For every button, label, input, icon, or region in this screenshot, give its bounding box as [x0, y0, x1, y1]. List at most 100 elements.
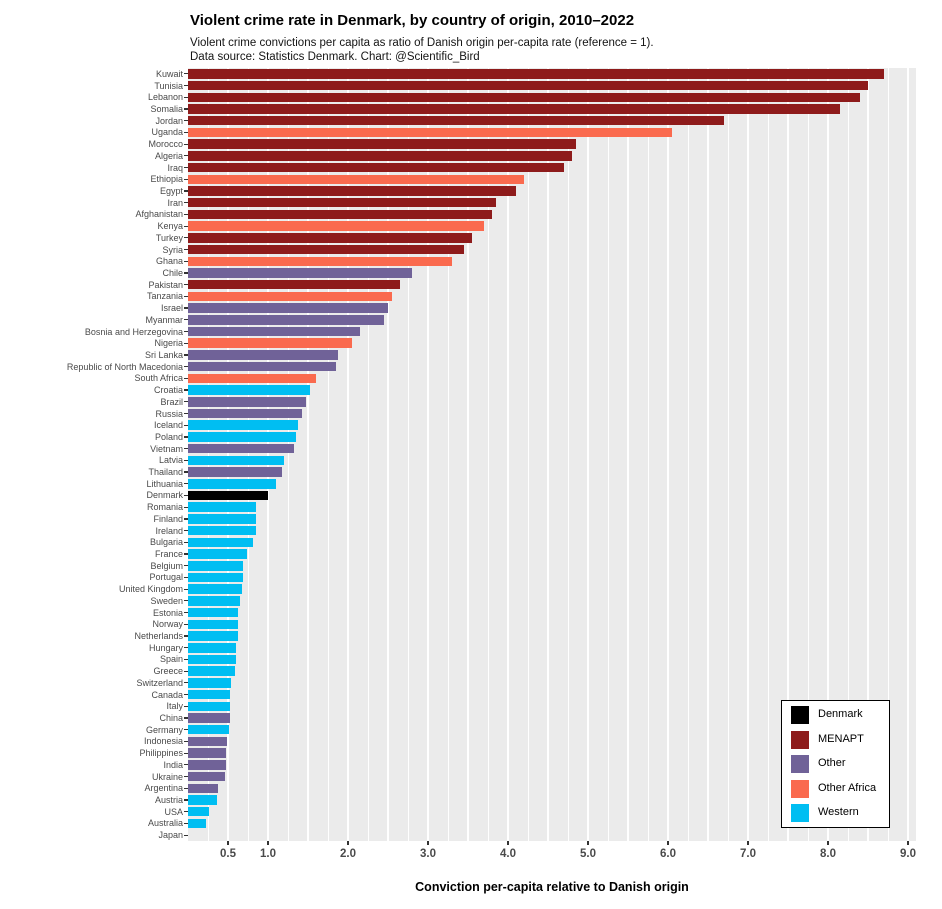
y-tick	[184, 155, 188, 157]
bar-sweden	[188, 596, 240, 606]
x-tick-label-3.0: 3.0	[420, 848, 436, 860]
y-tick	[184, 178, 188, 180]
x-tick	[227, 841, 229, 845]
y-label-ukraine: Ukraine	[151, 771, 183, 782]
y-tick	[184, 623, 188, 625]
bar-estonia	[188, 607, 239, 618]
x-tick	[267, 841, 269, 845]
y-tick	[184, 190, 188, 192]
legend-swatch-other	[791, 755, 809, 773]
bar-switzerland	[188, 678, 232, 688]
y-label-republic-of-north-macedonia: Republic of North Macedonia	[66, 361, 183, 372]
bar-germany	[188, 724, 229, 735]
y-tick	[184, 73, 188, 75]
y-tick	[184, 131, 188, 133]
bar-poland	[188, 432, 296, 442]
bar-somalia	[188, 104, 840, 114]
y-tick	[184, 787, 188, 789]
legend-label: Denmark	[818, 708, 863, 720]
gridline-major	[667, 68, 669, 841]
y-label-portugal: Portugal	[149, 572, 183, 583]
y-tick	[184, 284, 188, 286]
y-tick	[184, 248, 188, 251]
gridline-minor	[407, 68, 409, 841]
gridline-minor	[287, 68, 289, 841]
bar-norway	[188, 619, 238, 630]
x-tick	[747, 841, 749, 845]
y-label-china: China	[159, 713, 183, 724]
gridline-major	[707, 68, 709, 841]
x-tick-label-6.0: 6.0	[660, 848, 676, 860]
bar-brazil	[188, 397, 307, 407]
gridline-major	[507, 68, 509, 841]
y-tick	[184, 811, 188, 813]
y-tick	[184, 588, 188, 590]
y-tick	[184, 553, 188, 555]
plot-panel	[188, 68, 916, 841]
bar-belgium	[188, 561, 244, 571]
legend-entry-western: Western	[782, 801, 889, 826]
bar-united-kingdom	[188, 584, 243, 594]
bar-egypt	[188, 186, 516, 196]
bar-denmark	[188, 490, 268, 501]
y-label-thailand: Thailand	[148, 467, 183, 478]
y-tick	[184, 764, 188, 766]
y-tick	[184, 143, 188, 145]
y-label-france: France	[154, 549, 183, 560]
legend: Denmark MENAPT Other Other Africa Western	[781, 700, 890, 828]
bar-hungary	[188, 643, 236, 653]
chart-source: Data source: Statistics Denmark. Chart: …	[190, 51, 480, 63]
y-tick	[184, 729, 188, 731]
y-tick	[184, 260, 188, 262]
bar-india	[188, 760, 226, 770]
gridline-major	[907, 68, 909, 841]
y-tick	[184, 120, 188, 122]
bar-latvia	[188, 455, 284, 466]
y-tick	[184, 612, 188, 614]
y-tick	[184, 518, 188, 520]
x-tick	[827, 841, 829, 845]
x-tick	[507, 841, 509, 845]
y-label-bosnia-and-herzegovina: Bosnia and Herzegovina	[84, 326, 183, 337]
bar-argentina	[188, 783, 219, 794]
y-label-usa: USA	[164, 806, 183, 817]
bar-finland	[188, 514, 256, 524]
bar-morocco	[188, 139, 576, 149]
bar-russia	[188, 408, 302, 419]
y-tick	[184, 389, 188, 391]
legend-label: Western	[818, 806, 859, 818]
y-tick	[184, 693, 188, 696]
y-tick	[184, 506, 188, 508]
y-label-spain: Spain	[159, 654, 183, 665]
y-label-kenya: Kenya	[157, 221, 183, 232]
gridline-major	[827, 68, 829, 841]
y-label-nigeria: Nigeria	[154, 338, 183, 349]
bar-ireland	[188, 525, 256, 536]
y-label-afghanistan: Afghanistan	[135, 209, 183, 220]
legend-label: Other Africa	[818, 781, 877, 794]
y-tick	[184, 717, 188, 719]
bar-south-africa	[188, 373, 316, 384]
y-label-croatia: Croatia	[153, 385, 183, 396]
chart-subtitle: Violent crime convictions per capita as …	[190, 37, 654, 49]
y-tick	[184, 541, 188, 543]
bar-france	[188, 549, 248, 559]
y-label-kuwait: Kuwait	[155, 68, 183, 79]
y-tick	[184, 377, 188, 379]
bar-iran	[188, 197, 496, 208]
y-tick	[184, 213, 188, 215]
bar-afghanistan	[188, 209, 492, 220]
y-tick	[184, 670, 188, 672]
x-tick-label-1.0: 1.0	[260, 848, 276, 860]
gridline-minor	[887, 68, 889, 841]
y-tick	[184, 775, 188, 778]
y-label-estonia: Estonia	[152, 607, 183, 618]
legend-label: MENAPT	[818, 732, 864, 745]
y-tick	[184, 705, 188, 707]
gridline-major	[787, 68, 789, 841]
y-tick	[184, 342, 188, 344]
bar-republic-of-north-macedonia	[188, 361, 336, 372]
bar-thailand	[188, 467, 283, 477]
y-tick	[184, 225, 188, 227]
y-label-australia: Australia	[147, 818, 183, 829]
